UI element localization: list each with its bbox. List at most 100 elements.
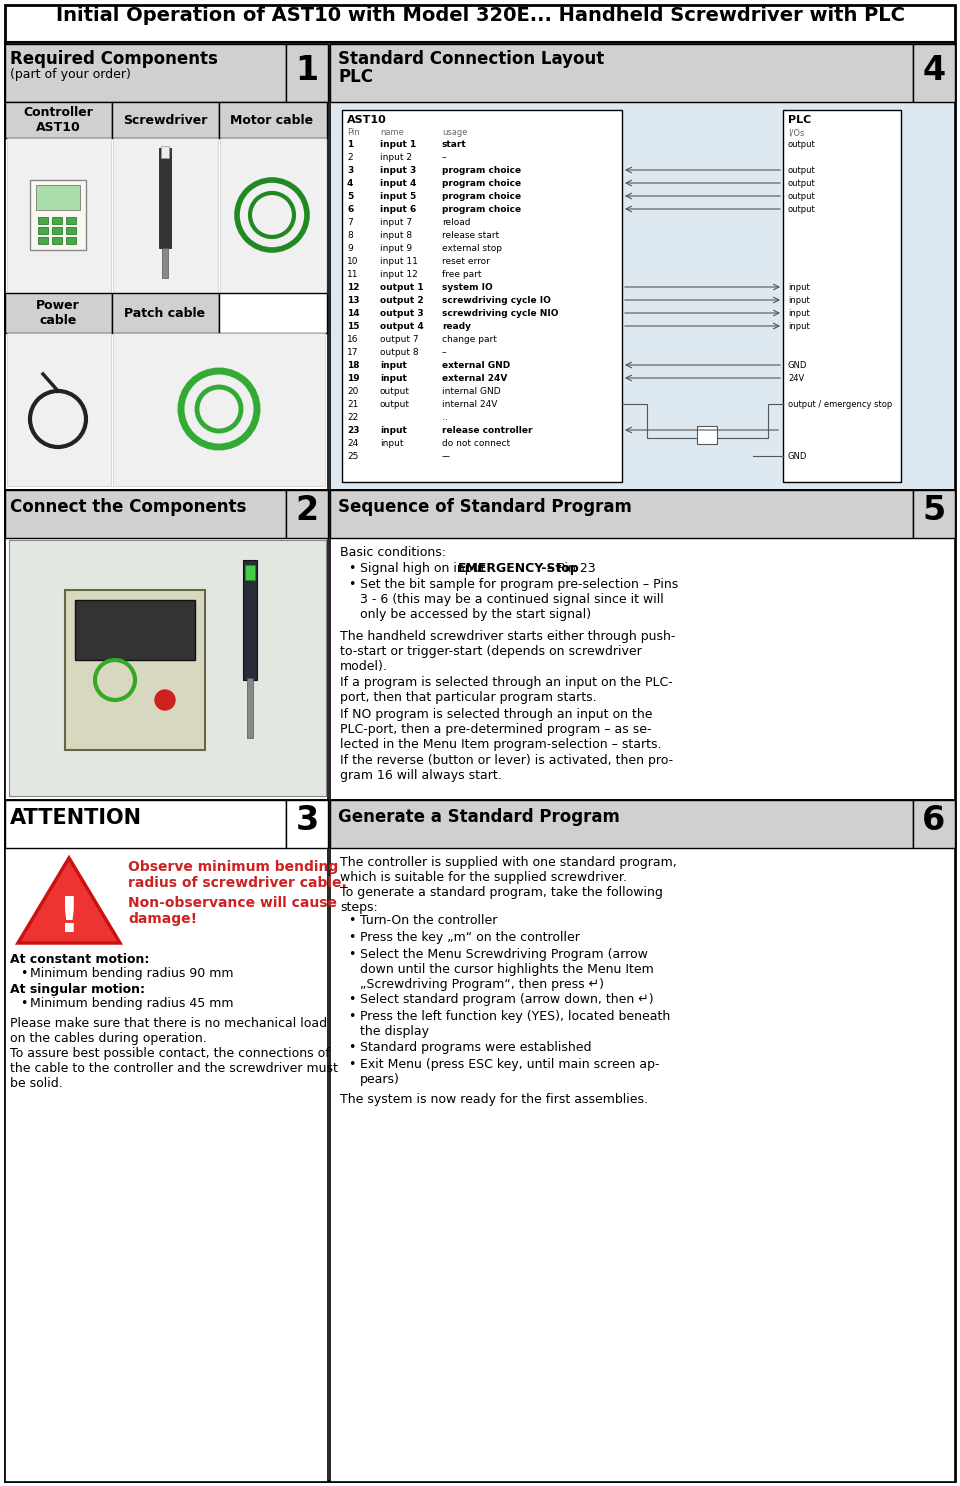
- Text: Motor cable: Motor cable: [230, 114, 314, 126]
- Bar: [52, 217, 62, 224]
- Text: 25: 25: [347, 452, 358, 461]
- Text: •: •: [348, 1042, 355, 1054]
- Text: external GND: external GND: [442, 361, 511, 370]
- Text: 1: 1: [296, 53, 319, 88]
- Text: Required Components: Required Components: [10, 51, 218, 68]
- Text: input: input: [788, 282, 809, 293]
- Bar: [913, 799, 955, 849]
- Text: At singular motion:: At singular motion:: [10, 984, 145, 996]
- Text: screwdriving cycle NIO: screwdriving cycle NIO: [442, 309, 559, 318]
- Text: output 4: output 4: [380, 322, 423, 331]
- Text: input: input: [380, 374, 407, 383]
- Text: At constant motion:: At constant motion:: [10, 953, 150, 966]
- Text: 7: 7: [347, 218, 352, 227]
- Circle shape: [155, 690, 175, 710]
- Text: Initial Operation of AST10 with Model 320E... Handheld Screwdriver with PLC: Initial Operation of AST10 with Model 32…: [56, 6, 904, 25]
- Text: Generate a Standard Program: Generate a Standard Program: [338, 808, 620, 826]
- Text: Pin: Pin: [347, 128, 360, 137]
- Text: do not connect: do not connect: [442, 438, 510, 447]
- Text: 24V: 24V: [788, 374, 804, 383]
- Text: input: input: [380, 361, 407, 370]
- Bar: [5, 293, 112, 333]
- Text: reload: reload: [442, 218, 470, 227]
- Text: 15: 15: [347, 322, 359, 331]
- Text: output: output: [380, 400, 410, 409]
- Text: 19: 19: [347, 374, 360, 383]
- Bar: [330, 45, 955, 490]
- Bar: [7, 138, 111, 293]
- Bar: [5, 799, 328, 1482]
- Bar: [330, 799, 913, 849]
- Bar: [159, 149, 171, 248]
- Bar: [38, 236, 48, 244]
- Bar: [5, 490, 286, 538]
- Text: Minimum bending radius 90 mm: Minimum bending radius 90 mm: [30, 967, 233, 979]
- Text: To generate a standard program, take the following
steps:: To generate a standard program, take the…: [340, 886, 662, 914]
- Text: start: start: [442, 140, 467, 149]
- Text: 20: 20: [347, 386, 358, 395]
- Text: 2: 2: [347, 153, 352, 162]
- Text: The controller is supplied with one standard program,
which is suitable for the : The controller is supplied with one stan…: [340, 856, 677, 884]
- Text: 3: 3: [347, 166, 353, 175]
- Bar: [330, 490, 913, 538]
- Text: Select standard program (arrow down, then ↵): Select standard program (arrow down, the…: [360, 993, 654, 1006]
- Text: output: output: [788, 192, 816, 201]
- Bar: [697, 426, 717, 444]
- Text: •: •: [348, 948, 355, 961]
- Bar: [330, 799, 955, 1482]
- Text: release start: release start: [442, 230, 499, 241]
- Text: 16: 16: [347, 334, 358, 343]
- Bar: [330, 45, 913, 103]
- Text: The handheld screwdriver starts either through push-
to-start or trigger-start (: The handheld screwdriver starts either t…: [340, 630, 676, 673]
- Text: Press the left function key (YES), located beneath
the display: Press the left function key (YES), locat…: [360, 1010, 670, 1039]
- Text: name: name: [380, 128, 404, 137]
- Text: release controller: release controller: [442, 426, 533, 435]
- Text: input 3: input 3: [380, 166, 417, 175]
- Text: 6: 6: [347, 205, 353, 214]
- Text: Basic conditions:: Basic conditions:: [340, 545, 446, 559]
- Text: external stop: external stop: [442, 244, 502, 253]
- Text: 6: 6: [923, 804, 946, 837]
- Bar: [113, 138, 218, 293]
- Text: input: input: [788, 322, 809, 331]
- Bar: [112, 103, 219, 138]
- Text: •: •: [348, 932, 355, 944]
- Text: input 5: input 5: [380, 192, 417, 201]
- Bar: [30, 180, 86, 250]
- Bar: [7, 333, 111, 486]
- Text: Turn-On the controller: Turn-On the controller: [360, 914, 497, 927]
- Bar: [783, 110, 901, 481]
- Bar: [219, 103, 327, 138]
- Text: GND: GND: [788, 452, 807, 461]
- Polygon shape: [18, 857, 120, 944]
- Text: (part of your order): (part of your order): [10, 68, 131, 82]
- Text: Non-observance will cause
damage!: Non-observance will cause damage!: [128, 896, 337, 926]
- Bar: [5, 799, 286, 849]
- Text: If NO program is selected through an input on the
PLC-port, then a pre-determine: If NO program is selected through an inp…: [340, 707, 661, 750]
- Bar: [112, 293, 219, 333]
- Bar: [5, 490, 328, 799]
- Text: ––: ––: [442, 452, 451, 461]
- Bar: [243, 560, 257, 681]
- Text: •: •: [348, 562, 355, 575]
- Text: Signal high on input: Signal high on input: [360, 562, 490, 575]
- Bar: [5, 45, 328, 490]
- Text: AST10: AST10: [347, 114, 387, 125]
- Text: input 9: input 9: [380, 244, 412, 253]
- Text: output 1: output 1: [380, 282, 423, 293]
- Text: –: –: [442, 153, 446, 162]
- Text: – Pin 23: – Pin 23: [543, 562, 595, 575]
- Text: PLC: PLC: [788, 114, 811, 125]
- Text: •: •: [348, 1010, 355, 1022]
- Text: internal GND: internal GND: [442, 386, 500, 395]
- Text: Please make sure that there is no mechanical load
on the cables during operation: Please make sure that there is no mechan…: [10, 1016, 327, 1045]
- Text: input 12: input 12: [380, 270, 418, 279]
- Text: !: !: [58, 895, 81, 942]
- Bar: [66, 227, 76, 233]
- Text: –: –: [442, 348, 446, 357]
- Text: screwdriving cycle IO: screwdriving cycle IO: [442, 296, 551, 305]
- Text: input 4: input 4: [380, 178, 417, 189]
- Text: Standard programs were established: Standard programs were established: [360, 1042, 591, 1054]
- Text: Observe minimum bending
radius of screwdriver cable.: Observe minimum bending radius of screwd…: [128, 860, 347, 890]
- Text: 11: 11: [347, 270, 358, 279]
